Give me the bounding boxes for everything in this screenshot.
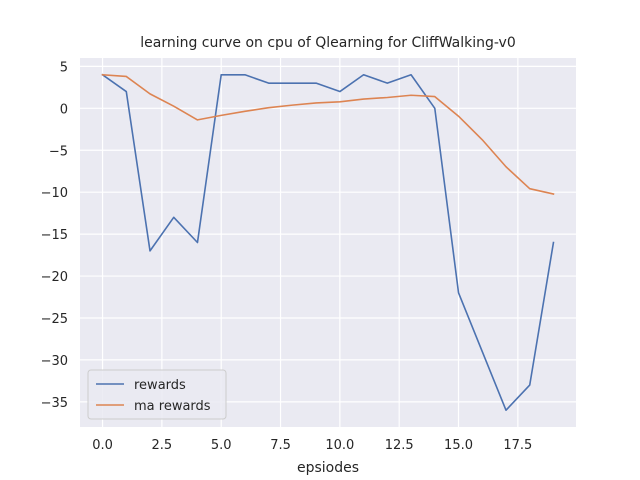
legend-label: ma rewards: [134, 399, 211, 414]
plot-area: [80, 58, 576, 427]
y-tick-label: −15: [41, 228, 68, 243]
x-tick-label: 15.0: [444, 438, 473, 453]
y-tick-label: −5: [49, 144, 68, 159]
chart-title: learning curve on cpu of Qlearning for C…: [140, 35, 516, 51]
y-tick-label: −25: [41, 312, 68, 327]
x-tick-label: 0.0: [92, 438, 113, 453]
legend: rewards ma rewards: [87, 369, 227, 420]
legend-box: [87, 369, 227, 420]
x-tick-label: 10.0: [325, 438, 354, 453]
y-tick-label: −35: [41, 396, 68, 411]
x-tick-label: 5.0: [211, 438, 232, 453]
x-axis-label: epsiodes: [297, 460, 359, 476]
legend-label: rewards: [134, 378, 186, 393]
series-line-rewards: [101, 73, 555, 412]
tick-labels: 0.0 2.5 5.0 7.5 10.0 12.5 15.0 17.5 5 0 −5 −10 −15 −2…: [41, 60, 533, 453]
x-tick-label: 2.5: [152, 438, 173, 453]
x-tick-label: 17.5: [503, 438, 532, 453]
series-line-ma-rewards: [101, 73, 555, 195]
y-tick-label: −30: [41, 354, 68, 369]
y-tick-label: −10: [41, 186, 68, 201]
series-lines: [101, 73, 555, 412]
x-tick-label: 12.5: [385, 438, 414, 453]
y-tick-label: 0: [60, 102, 68, 117]
x-tick-label: 7.5: [270, 438, 291, 453]
gridlines: [80, 58, 576, 427]
y-tick-label: −20: [41, 270, 68, 285]
y-tick-label: 5: [60, 60, 68, 75]
